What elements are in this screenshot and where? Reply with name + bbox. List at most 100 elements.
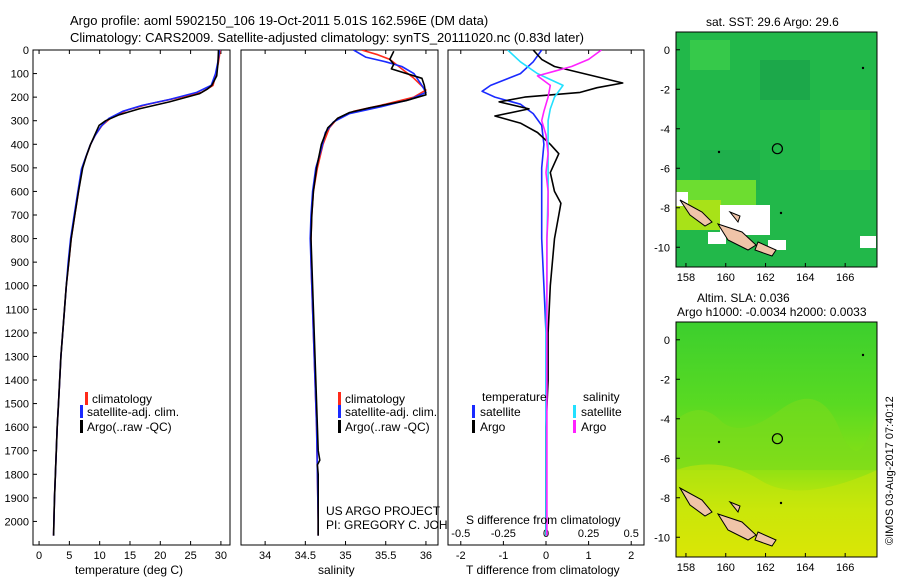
legend-swatch-argo — [338, 420, 341, 433]
legend-label-s-satellite: satellite — [581, 405, 622, 419]
sla-map-frame — [675, 321, 878, 558]
y-tick-label: 1100 — [5, 304, 29, 316]
map-y-tick-label: -2 — [660, 84, 670, 96]
salinity-axes-frame — [240, 49, 439, 546]
map-y-tick-label: -10 — [654, 242, 670, 254]
legend-label-t-argo: Argo — [480, 420, 506, 434]
x-tick-label: 25 — [184, 550, 196, 562]
credit-pi: PI: GREGORY C. JOHNSON — [326, 518, 482, 532]
y-tick-label: 1000 — [5, 281, 29, 293]
map-x-tick-label: 162 — [756, 562, 774, 574]
y-tick-label: 400 — [11, 139, 29, 151]
x-tick-label: -2 — [456, 550, 466, 562]
map-y-tick-label: 0 — [664, 45, 670, 57]
sst-map-panel: sat. SST: 29.6 Argo: 29.6 158 160 162 164 16… — [654, 15, 878, 284]
x2-tick-label: 0.5 — [624, 528, 639, 540]
y-tick-label: 2000 — [5, 516, 29, 528]
sla-map-title: Altim. SLA: 0.036 — [697, 291, 790, 305]
salinity-legend: climatology satellite-adj. clim. Argo(..… — [338, 392, 437, 434]
map-x-tick-label: 158 — [677, 562, 695, 574]
temperature-x-label: temperature (deg C) — [75, 563, 183, 577]
y-tick-label: 900 — [11, 257, 29, 269]
map-y-tick-label: -4 — [660, 124, 670, 136]
y-tick-label: 800 — [11, 234, 29, 246]
temperature-x-ticks: 0 5 10 15 20 25 30 — [36, 50, 227, 562]
map-x-tick-label: 164 — [796, 562, 814, 574]
legend-label-climatology: climatology — [345, 392, 405, 406]
y-tick-label: 500 — [11, 163, 29, 175]
y-tick-label: 200 — [11, 92, 29, 104]
x2-tick-label: 0.25 — [578, 528, 599, 540]
legend-swatch-s-argo — [573, 420, 576, 433]
credit-project: US ARGO PROJECT — [326, 504, 441, 518]
map-x-tick-label: 158 — [677, 272, 695, 284]
x-tick-label: 2 — [628, 550, 634, 562]
map-y-tick-label: -4 — [660, 414, 670, 426]
y-tick-label: 700 — [11, 210, 29, 222]
series-line-argo-raw-qc- — [310, 50, 427, 536]
map-x-tick-label: 166 — [836, 272, 854, 284]
legend-title-temperature: temperature — [482, 390, 547, 404]
y-tick-label: 1900 — [5, 493, 29, 505]
title-line-2: Climatology: CARS2009. Satellite-adjuste… — [70, 30, 584, 45]
argo-float-marker — [771, 143, 784, 155]
legend-swatch-t-satellite — [472, 405, 475, 418]
difference-series — [481, 50, 624, 536]
x-tick-label: 5 — [66, 550, 72, 562]
x-tick-label: 0 — [543, 550, 549, 562]
map-y-tick-label: 0 — [664, 335, 670, 347]
legend-label-climatology: climatology — [92, 392, 152, 406]
map-y-tick-label: -8 — [660, 203, 670, 215]
x-tick-label: 10 — [94, 550, 106, 562]
series-line-s-argo — [536, 50, 602, 536]
salinity-series — [309, 50, 427, 536]
x2-tick-label: -0.5 — [451, 528, 470, 540]
temperature-series — [52, 50, 222, 536]
map-x-tick-label: 162 — [756, 272, 774, 284]
x-tick-label: 15 — [124, 550, 136, 562]
map-x-tick-label: 160 — [717, 272, 735, 284]
sst-map-frame — [675, 31, 878, 268]
legend-label-t-satellite: satellite — [480, 405, 521, 419]
legend-swatch-argo — [80, 420, 83, 433]
x-tick-label: -1 — [499, 550, 509, 562]
s-difference-label: S difference from climatology — [466, 513, 621, 527]
y-tick-label: 1800 — [5, 469, 29, 481]
legend-label-argo: Argo(..raw -QC) — [87, 420, 172, 434]
sla-map-subtitle: Argo h1000: -0.0034 h2000: 0.0033 — [677, 305, 867, 319]
sst-map-field — [676, 32, 877, 267]
sst-map-ticks: 158 160 162 164 166 0 -2 -4 -6 -8 -10 — [654, 45, 854, 284]
y-tick-label: 1300 — [5, 351, 29, 363]
salinity-x-label: salinity — [318, 563, 355, 577]
salinity-x-ticks: 34 34.5 35 35.5 36 — [259, 50, 432, 562]
x-tick-label: 35.5 — [375, 550, 396, 562]
map-y-tick-label: -6 — [660, 453, 670, 465]
legend-swatch-t-argo — [472, 420, 475, 433]
y-tick-label: 300 — [11, 116, 29, 128]
temperature-panel: 0 5 10 15 20 25 30 0 100 200 300 400 500 600 700 800 90… — [5, 45, 452, 577]
legend-label-argo: Argo(..raw -QC) — [345, 420, 430, 434]
map-y-tick-label: -6 — [660, 163, 670, 175]
legend-swatch-satellite — [80, 405, 83, 418]
x-tick-label: 34 — [259, 550, 271, 562]
x-tick-label: 20 — [154, 550, 166, 562]
y-tick-label: 1500 — [5, 399, 29, 411]
y-tick-label: 1600 — [5, 422, 29, 434]
sla-map-field — [676, 322, 877, 557]
series-line-argo-raw-qc- — [52, 50, 220, 536]
argo-float-marker — [771, 433, 784, 445]
difference-legend: temperature salinity satellite Argo sate… — [472, 390, 622, 434]
y-tick-label: 1700 — [5, 446, 29, 458]
imos-timestamp: ©IMOS 03-Aug-2017 07:40:12 — [884, 396, 896, 545]
legend-swatch-s-satellite — [573, 405, 576, 418]
legend-label-s-argo: Argo — [581, 420, 607, 434]
x-tick-label: 35 — [339, 550, 351, 562]
legend-swatch-climatology — [338, 392, 341, 405]
sst-map-title: sat. SST: 29.6 Argo: 29.6 — [706, 15, 839, 29]
sla-map-ticks: 158 160 162 164 166 0 -2 -4 -6 -8 -10 — [654, 335, 854, 574]
temperature-axes-frame — [32, 49, 231, 546]
map-y-tick-label: -8 — [660, 493, 670, 505]
y-tick-label: 600 — [11, 186, 29, 198]
y-tick-label: 1200 — [5, 328, 29, 340]
